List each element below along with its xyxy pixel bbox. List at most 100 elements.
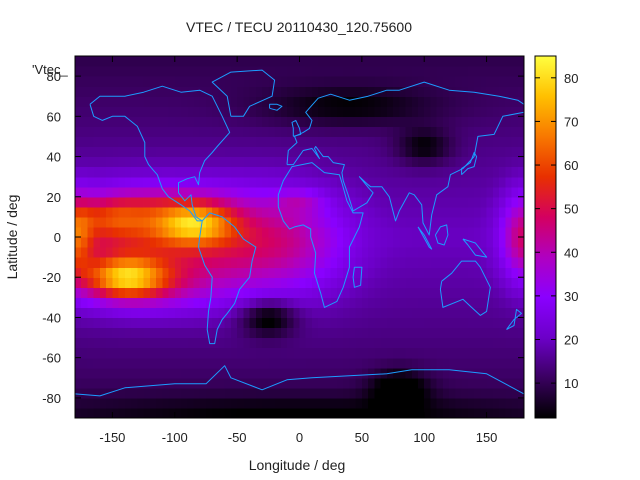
heatmap-cell [393, 66, 400, 77]
heatmap-cell [143, 96, 151, 107]
heatmap-cell [318, 297, 326, 308]
heatmap-cell [343, 397, 350, 409]
heatmap-cell [118, 277, 126, 288]
heatmap-cell [205, 206, 213, 218]
heatmap-cell [237, 106, 244, 117]
heatmap-cell [199, 397, 207, 409]
heatmap-cell [287, 407, 294, 418]
heatmap-cell [374, 327, 382, 339]
colorbar-tick-label: 60 [564, 158, 578, 173]
heatmap-cell [393, 76, 400, 87]
heatmap-cell [430, 126, 438, 138]
heatmap-cell [99, 337, 107, 349]
heatmap-cell [324, 307, 332, 319]
heatmap-cell [461, 337, 469, 349]
heatmap-cell [417, 247, 425, 258]
heatmap-cell [417, 237, 425, 248]
heatmap-cell [262, 387, 269, 399]
heatmap-cell [324, 216, 332, 228]
heatmap-cell [293, 237, 301, 248]
heatmap-cell [280, 86, 288, 97]
heatmap-cell [124, 96, 132, 107]
heatmap-cell [430, 206, 438, 218]
heatmap-cell [280, 156, 288, 168]
heatmap-cell [118, 317, 126, 329]
heatmap-cell [81, 247, 89, 258]
heatmap-cell [274, 106, 282, 117]
heatmap-cell [205, 247, 213, 258]
heatmap-cell [224, 247, 232, 258]
y-tick-label: 60 [47, 109, 61, 124]
heatmap-cell [436, 86, 444, 97]
heatmap-cell [212, 106, 220, 117]
heatmap-cell [255, 146, 263, 158]
heatmap-cell [299, 367, 307, 379]
y-tick-label: -20 [42, 270, 61, 285]
heatmap-cell [474, 277, 481, 288]
heatmap-cell [361, 277, 369, 288]
heatmap-cell [131, 226, 138, 238]
y-tick-label: -40 [42, 310, 61, 325]
heatmap-cell [274, 226, 282, 238]
heatmap-cell [199, 196, 207, 208]
heatmap-cell [156, 206, 163, 218]
heatmap-cell [374, 287, 382, 298]
heatmap-cell [112, 407, 120, 418]
heatmap-cell [156, 106, 163, 117]
heatmap-cell [455, 86, 463, 97]
heatmap-cell [399, 387, 407, 399]
heatmap-cell [205, 146, 213, 158]
heatmap-cell [205, 357, 213, 369]
heatmap-cell [255, 196, 263, 208]
heatmap-cell [118, 237, 126, 248]
heatmap-cell [455, 76, 463, 87]
heatmap-cell [374, 176, 382, 188]
heatmap-cell [230, 327, 238, 339]
heatmap-cell [361, 86, 369, 97]
heatmap-cell [511, 86, 519, 97]
heatmap-cell [274, 126, 282, 138]
heatmap-cell [93, 367, 101, 379]
heatmap-cell [293, 96, 301, 107]
heatmap-cell [131, 76, 138, 87]
heatmap-cell [449, 196, 457, 208]
heatmap-cell [480, 156, 488, 168]
heatmap-cell [81, 166, 89, 178]
heatmap-cell [349, 226, 357, 238]
heatmap-cell [355, 287, 363, 298]
heatmap-cell [474, 327, 481, 339]
heatmap-cell [131, 56, 138, 67]
heatmap-cell [393, 407, 400, 418]
heatmap-cell [112, 327, 120, 339]
heatmap-cell [268, 146, 276, 158]
heatmap-cell [106, 166, 114, 178]
heatmap-cell [417, 106, 425, 117]
heatmap-cell [355, 327, 363, 339]
heatmap-cell [280, 136, 288, 148]
heatmap-cell [492, 116, 500, 127]
heatmap-cell [75, 116, 82, 127]
heatmap-cell [199, 387, 207, 399]
heatmap-cell [349, 307, 357, 319]
heatmap-cell [156, 327, 163, 339]
heatmap-cell [218, 186, 226, 198]
heatmap-cell [268, 116, 276, 127]
heatmap-cell [262, 367, 269, 379]
heatmap-cell [93, 206, 101, 218]
heatmap-cell [436, 407, 444, 418]
heatmap-cell [405, 196, 413, 208]
heatmap-cell [118, 146, 126, 158]
heatmap-cell [243, 307, 251, 319]
heatmap-cell [361, 287, 369, 298]
heatmap-cell [218, 347, 226, 359]
heatmap-cell [343, 237, 350, 248]
heatmap-cell [243, 186, 251, 198]
heatmap-cell [399, 347, 407, 359]
heatmap-cell [343, 387, 350, 399]
heatmap-cell [349, 176, 357, 188]
heatmap-cell [355, 96, 363, 107]
heatmap-cell [361, 226, 369, 238]
heatmap-cell [255, 317, 263, 329]
heatmap-cell [143, 166, 151, 178]
heatmap-cell [511, 237, 519, 248]
